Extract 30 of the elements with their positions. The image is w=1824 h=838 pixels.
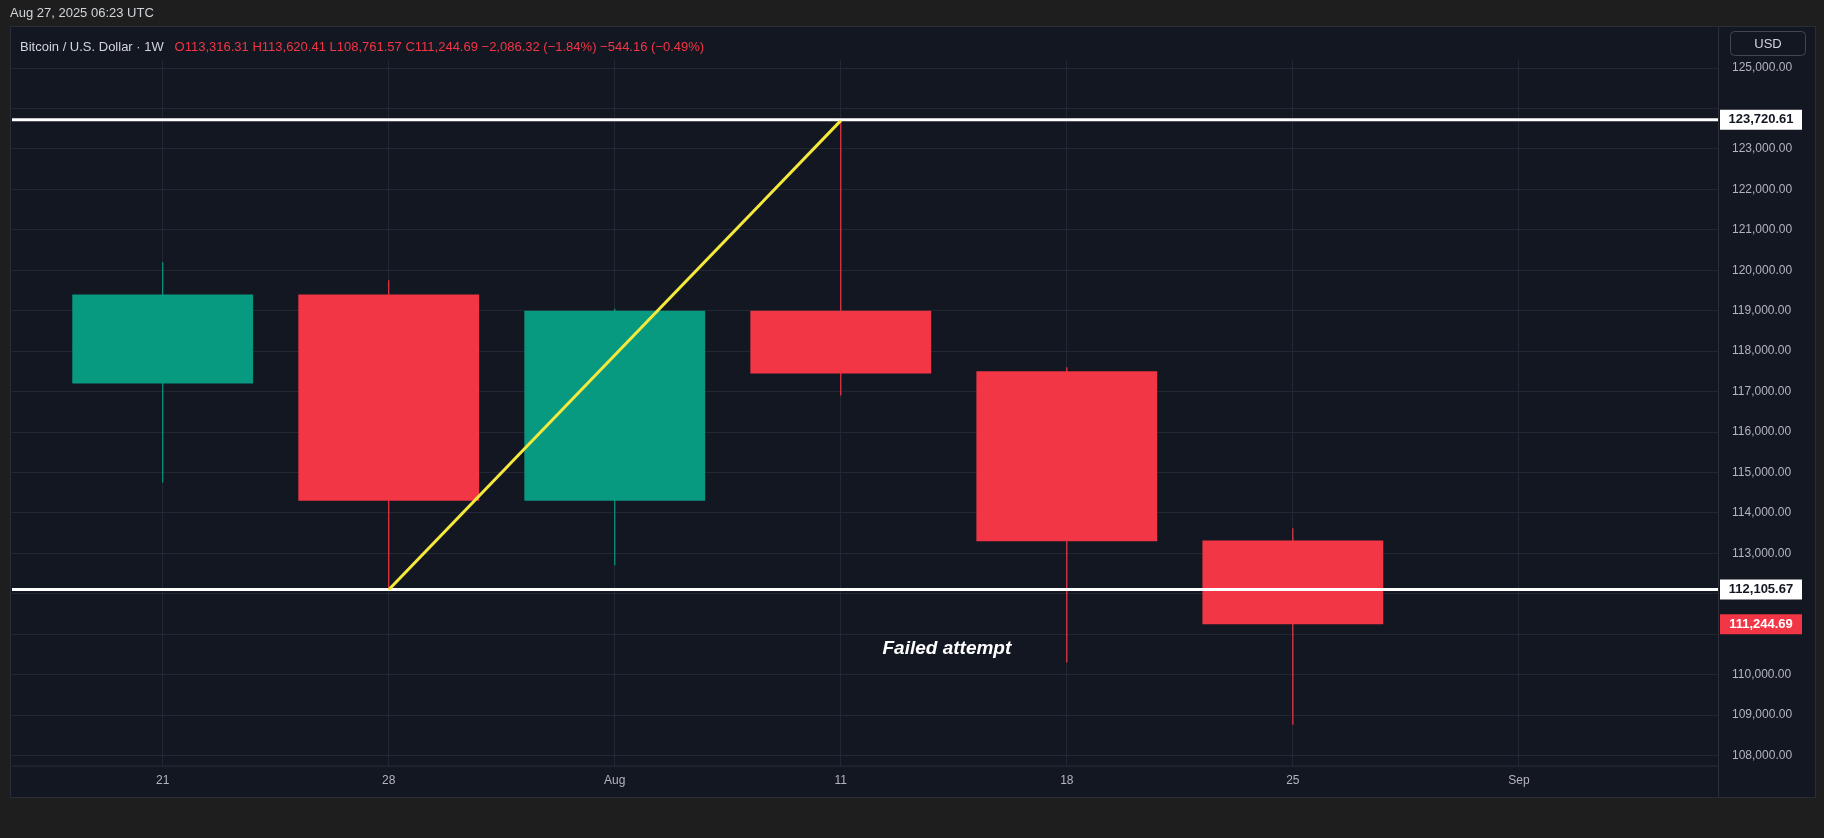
ref-line-label: 123,720.61 bbox=[1728, 111, 1794, 127]
text: Aug 27, 2025 06:23 UTC bbox=[10, 4, 154, 20]
y-tick-label: 122,000.00 bbox=[1732, 181, 1793, 196]
ref-line-label: 112,105.67 bbox=[1728, 581, 1794, 597]
y-tick-label: 121,000.00 bbox=[1732, 222, 1793, 237]
x-tick-label: 25 bbox=[1286, 773, 1300, 788]
y-tick-label: 120,000.00 bbox=[1732, 262, 1793, 277]
y-tick-label: 118,000.00 bbox=[1732, 343, 1792, 358]
x-tick-label: Aug bbox=[604, 773, 626, 788]
y-tick-label: 123,000.00 bbox=[1732, 141, 1793, 156]
y-tick-label: 109,000.00 bbox=[1732, 707, 1793, 722]
x-tick-label: 18 bbox=[1060, 773, 1074, 788]
y-axis-title: USD bbox=[1754, 35, 1782, 51]
y-tick-label: 114,000.00 bbox=[1732, 505, 1792, 520]
x-tick-label: Sep bbox=[1508, 773, 1530, 788]
y-tick-label: 115,000.00 bbox=[1732, 464, 1792, 479]
y-tick-label: 108,000.00 bbox=[1732, 747, 1793, 762]
y-tick-label: 125,000.00 bbox=[1732, 60, 1793, 75]
x-tick-label: 28 bbox=[382, 773, 396, 788]
x-tick-label: 11 bbox=[834, 773, 848, 788]
y-tick-label: 117,000.00 bbox=[1732, 383, 1792, 398]
chart-title: Bitcoin / U.S. Dollar · 1W bbox=[20, 38, 165, 54]
chart-subtitle: O113,316.31 H113,620.41 L108,761.57 C111,244.69 −2,086.32 (−1.84%) −544.16 (−0.49%) bbox=[174, 38, 705, 54]
y-tick-label: 116,000.00 bbox=[1732, 424, 1792, 439]
y-tick-label: 110,000.00 bbox=[1732, 666, 1792, 681]
y-tick-label: 113,000.00 bbox=[1732, 545, 1792, 560]
y-tick-label: 119,000.00 bbox=[1732, 303, 1792, 318]
text: 111,244.69 bbox=[1729, 615, 1793, 631]
x-tick-label: 21 bbox=[156, 773, 170, 788]
annotation: Failed attempt bbox=[882, 637, 1012, 659]
